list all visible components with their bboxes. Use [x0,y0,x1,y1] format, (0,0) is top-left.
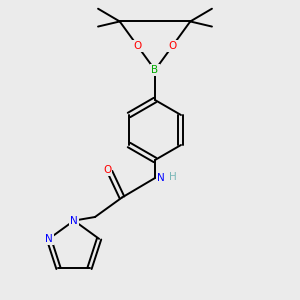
Text: O: O [169,41,177,51]
Text: N: N [157,173,165,183]
Text: B: B [152,65,159,75]
Text: N: N [70,216,78,226]
Text: N: N [45,234,53,244]
Text: O: O [133,41,142,51]
Text: O: O [103,165,111,175]
Text: H: H [169,172,177,182]
